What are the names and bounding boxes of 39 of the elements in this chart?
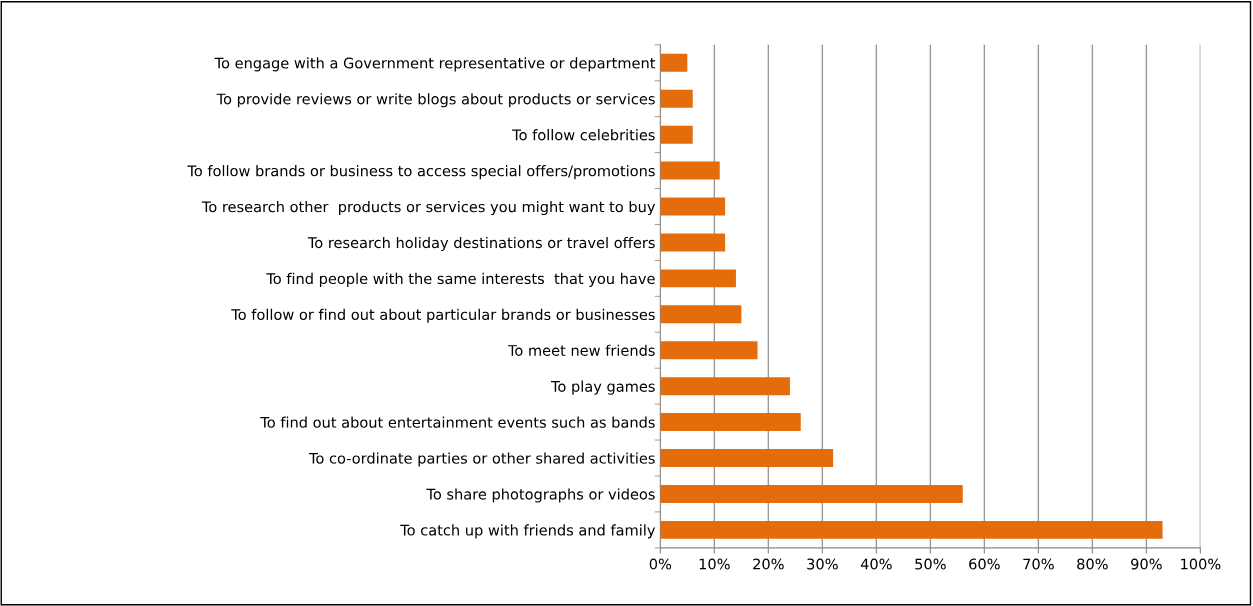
bar (660, 484, 963, 503)
y-tick-label: To meet new friends (507, 344, 655, 356)
y-tick-label: To catch up with friends and family (400, 524, 656, 539)
y-tick-label: To engage with a Government representative or department (214, 57, 656, 72)
bar (660, 89, 693, 108)
bar (660, 197, 726, 216)
x-tick-label: 90% (1131, 558, 1162, 570)
bar (660, 269, 736, 288)
x-tick-label: 10% (699, 558, 730, 570)
y-tick-label: To share photographs or videos (426, 488, 655, 503)
y-tick-label: To follow or find out about particular brands or businesses (231, 308, 655, 323)
y-tick-label: To co-ordinate parties or other shared activities (308, 452, 655, 467)
y-tick-label: To provide reviews or write blogs about products or services (216, 93, 655, 108)
y-tick-label: To follow celebrities (512, 129, 655, 141)
bar (660, 125, 693, 144)
x-tick-label: 50% (915, 558, 946, 570)
x-tick-label: 40% (860, 558, 892, 570)
y-tick-label: To follow brands or business to access special offers/promotions (187, 165, 655, 180)
bar (660, 520, 1163, 539)
bar (660, 341, 758, 360)
bar (660, 413, 801, 432)
x-tick-label: 100% (1181, 558, 1221, 570)
bar (660, 305, 742, 324)
y-tick-label: To play games (550, 380, 655, 395)
y-tick-label: To find out about entertainment events such as bands (260, 416, 655, 428)
bar (660, 449, 834, 467)
y-tick-label: To research holiday destinations or travel offers (307, 236, 655, 252)
bar (660, 233, 726, 252)
x-tick-label: 80% (1077, 558, 1108, 570)
y-tick-label: To research other products or services you might want to buy (201, 200, 656, 216)
x-tick-label: 60% (969, 558, 1000, 570)
bar (660, 161, 720, 180)
bar (660, 53, 688, 72)
bar (660, 377, 790, 396)
x-tick-label: 30% (807, 558, 838, 570)
x-tick-label: 0% (649, 558, 672, 570)
y-tick-label: To find people with the same interests that you have (266, 272, 655, 287)
x-tick-label: 20% (753, 558, 784, 570)
x-tick-label: 70% (1023, 558, 1054, 570)
